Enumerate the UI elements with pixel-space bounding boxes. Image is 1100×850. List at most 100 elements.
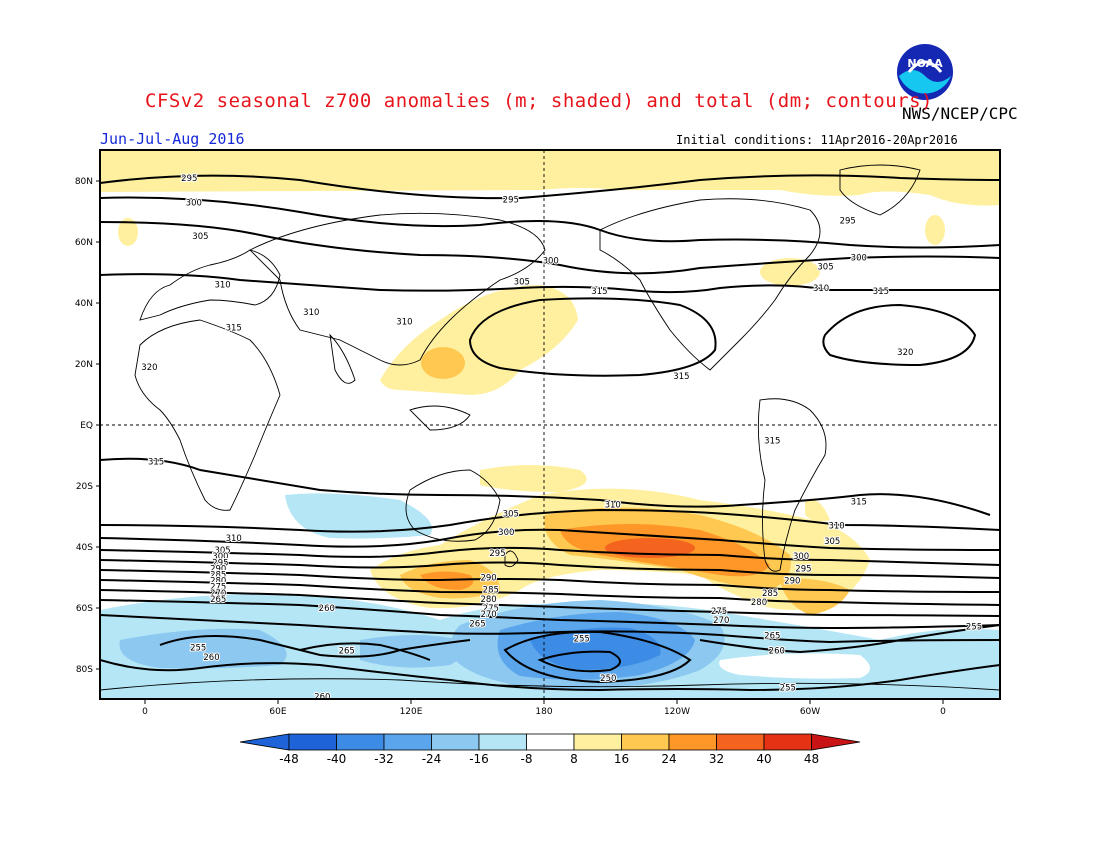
colorbar-swatch (383, 733, 432, 751)
lon-label: 0 (142, 707, 148, 717)
contour-label: 305 (192, 232, 208, 242)
colorbar-arrow-high (811, 733, 861, 751)
contour-label: 260 (203, 653, 219, 663)
contour-label: 315 (764, 436, 780, 446)
contour-label: 300 (212, 552, 228, 562)
shade-neg8 (719, 653, 870, 679)
contour-label: 265 (764, 632, 780, 642)
lon-label: 60W (800, 707, 820, 717)
contour-label: 315 (226, 323, 242, 333)
contour-label: 290 (480, 574, 496, 584)
contour-label: 280 (751, 598, 767, 608)
anomaly-shading (100, 150, 1000, 699)
contour-label: 320 (141, 363, 157, 373)
lat-label: EQ (80, 421, 93, 431)
colorbar-swatch (288, 733, 337, 751)
contour-label: 275 (483, 604, 499, 614)
lat-label: 60N (75, 238, 93, 248)
colorbar-label: 24 (661, 752, 676, 766)
lon-label: 120E (400, 707, 423, 717)
noaa-logo-text: NOAA (907, 57, 943, 70)
contour-label: 255 (190, 644, 206, 654)
colorbar-label: -32 (374, 752, 394, 766)
initial-conditions-label: Initial conditions: 11Apr2016-20Apr2016 (676, 133, 958, 147)
contour-label: 315 (148, 458, 164, 468)
contour-label: 295 (489, 549, 505, 559)
lon-label: 120W (664, 707, 690, 717)
colorbar-swatch (336, 733, 385, 751)
lon-label: 0 (940, 707, 946, 717)
colorbar-swatch (526, 733, 575, 751)
colorbar-label: -8 (521, 752, 533, 766)
contour-label: 255 (574, 635, 590, 645)
longitude-axis: 0 60E 120E 180 120W 60W 0 (142, 699, 946, 717)
contour-labels: 2953003053103153103203152953003053153103… (140, 173, 983, 704)
contour-label: 315 (591, 287, 607, 297)
contour-label: 270 (480, 610, 496, 620)
contour-label: 275 (711, 607, 727, 617)
lat-label: 80N (75, 177, 93, 187)
shade-pos16 (421, 347, 465, 379)
contour-label: 300 (851, 253, 867, 263)
lat-label: 80S (76, 665, 93, 675)
contour-label: 260 (319, 604, 335, 614)
colorbar-label: -40 (327, 752, 347, 766)
colorbar-swatch (716, 733, 765, 751)
colorbar-label: 32 (709, 752, 724, 766)
agency-label: NWS/NCEP/CPC (902, 104, 1018, 123)
contours (100, 174, 1000, 692)
contour-label: 265 (339, 647, 355, 657)
contour-label: 260 (314, 693, 330, 703)
lon-label: 60E (269, 707, 286, 717)
colorbar-swatch (478, 733, 527, 751)
grid (100, 150, 1000, 699)
contour-label: 290 (210, 564, 226, 574)
contour-label: 310 (828, 522, 844, 532)
contour-label: 310 (813, 284, 829, 294)
contour-label: 255 (780, 683, 796, 693)
latitude-axis: 80N 60N 40N 20N EQ 20S 40S 60S 80S (75, 177, 100, 675)
contour-label: 305 (503, 510, 519, 520)
shade-pos8 (760, 258, 820, 286)
colorbar-label: -48 (279, 752, 299, 766)
lon-label: 180 (535, 707, 552, 717)
contour-label: 295 (840, 217, 856, 227)
contour-label: 275 (210, 583, 226, 593)
contour-label: 265 (210, 595, 226, 605)
contour-label: 250 (600, 674, 616, 684)
lat-label: 20N (75, 360, 93, 370)
contour-label: 295 (503, 195, 519, 205)
colorbar-label: 48 (804, 752, 819, 766)
contour-label: 305 (824, 537, 840, 547)
contour-label: 305 (214, 546, 230, 556)
contour-label: 265 (469, 619, 485, 629)
contour-label: 310 (214, 281, 230, 291)
lat-label: 40S (76, 543, 93, 553)
shade-neg16 (285, 493, 432, 539)
colorbar-swatch (621, 733, 670, 751)
contour-label: 255 (966, 622, 982, 632)
map-title: CFSv2 seasonal z700 anomalies (m; shaded… (145, 90, 933, 112)
contour-label: 315 (873, 287, 889, 297)
shade-pos8 (925, 215, 945, 245)
shade-pos8 (805, 499, 830, 522)
contour-label: 285 (762, 589, 778, 599)
shade-pos8 (100, 150, 1000, 206)
contour-label: 305 (817, 262, 833, 272)
shade-pos16 (780, 578, 850, 615)
colorbar-swatch (668, 733, 717, 751)
contour-label: 260 (769, 647, 785, 657)
contour-label: 295 (212, 558, 228, 568)
colorbar-swatch (573, 733, 622, 751)
contour-label: 295 (181, 174, 197, 184)
contour-label: 285 (483, 586, 499, 596)
contour-label: 320 (897, 348, 913, 358)
contour-label: 310 (605, 500, 621, 510)
colorbar-label: -16 (469, 752, 489, 766)
shade-neg40 (530, 627, 661, 670)
colorbar: -48 -40 -32 -24 -16 -8 8 16 24 32 40 48 (239, 733, 861, 766)
noaa-logo: NOAA (895, 42, 955, 106)
shade-pos8 (800, 539, 845, 562)
contour-label: 315 (673, 372, 689, 382)
